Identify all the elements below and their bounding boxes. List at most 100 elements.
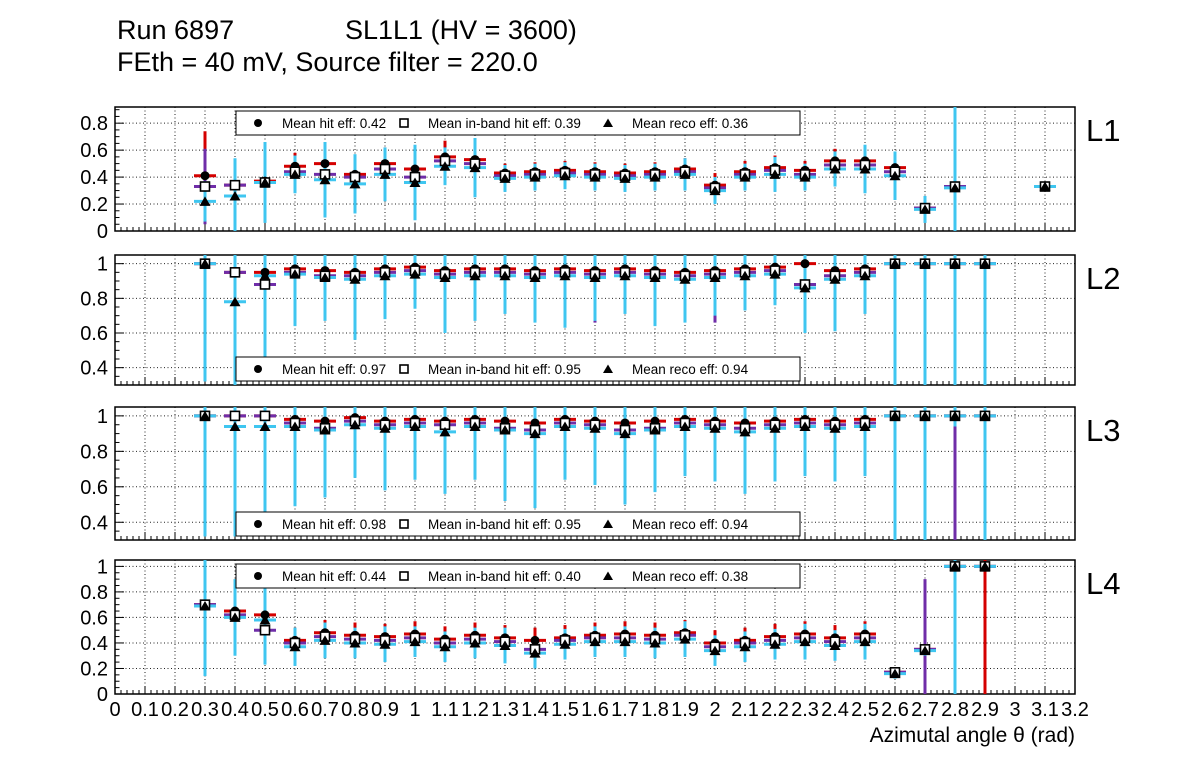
triangle-marker-icon <box>619 428 631 439</box>
triangle-marker-icon <box>829 164 841 174</box>
triangle-marker-icon <box>859 421 871 432</box>
y-tick-label: 0.4 <box>80 512 108 534</box>
plot-subtitle: FEth = 40 mV, Source filter = 220.0 <box>117 47 538 77</box>
triangle-marker-icon <box>709 645 721 656</box>
triangle-marker-icon <box>949 258 961 269</box>
legend-entry-label: Mean hit eff: 0.97 <box>282 362 386 377</box>
triangle-marker-icon <box>469 270 481 281</box>
triangle-marker-icon <box>499 173 511 183</box>
y-tick-label: 0.4 <box>80 358 108 380</box>
triangle-marker-icon <box>199 196 211 206</box>
y-tick-label: 0.8 <box>80 441 108 463</box>
y-tick-label: 0.8 <box>80 288 108 310</box>
x-tick-label: 0 <box>109 699 120 721</box>
legend-entry-label: Mean in-band hit eff: 0.40 <box>428 569 581 584</box>
triangle-marker-icon <box>919 410 931 421</box>
triangle-marker-icon <box>589 636 601 647</box>
circle-marker-icon <box>254 572 262 580</box>
triangle-marker-icon <box>439 161 451 171</box>
triangle-marker-icon <box>829 640 841 651</box>
legend-entry-label: Mean in-band hit eff: 0.95 <box>428 517 581 532</box>
triangle-marker-icon <box>259 421 271 432</box>
triangle-marker-icon <box>769 269 781 279</box>
triangle-marker-icon <box>889 170 901 181</box>
x-tick-label: 3.1 <box>1031 699 1059 721</box>
x-tick-label: 2.6 <box>881 699 909 721</box>
triangle-marker-icon <box>739 641 751 652</box>
legend-entry-label: Mean reco eff: 0.94 <box>632 362 749 377</box>
triangle-marker-icon <box>603 364 613 373</box>
legend-L1: Mean hit eff: 0.42 Mean in-band hit eff: … <box>235 110 801 136</box>
triangle-marker-icon <box>319 425 331 435</box>
legend-box <box>235 110 801 136</box>
triangle-marker-icon <box>799 172 811 182</box>
triangle-marker-icon <box>409 421 421 432</box>
triangle-marker-icon <box>259 270 271 281</box>
y-tick-label: 1 <box>97 556 108 578</box>
x-tick-label: 2.8 <box>941 699 969 721</box>
triangle-marker-icon <box>619 636 631 647</box>
triangle-marker-icon <box>589 272 601 283</box>
legend-entry-label: Mean reco eff: 0.36 <box>632 116 748 131</box>
triangle-marker-icon <box>349 637 361 648</box>
x-tick-label: 2.9 <box>971 699 999 721</box>
triangle-marker-icon <box>529 428 541 439</box>
chamber-title: SL1L1 (HV = 3600) <box>345 15 577 45</box>
triangle-marker-icon <box>799 421 811 432</box>
triangle-marker-icon <box>529 172 541 182</box>
triangle-marker-icon <box>379 270 391 281</box>
y-tick-label: 0.8 <box>80 113 108 135</box>
y-tick-label: 1 <box>97 254 108 276</box>
triangle-marker-icon <box>709 272 721 283</box>
x-tick-label: 1.7 <box>611 699 639 721</box>
triangle-marker-icon <box>739 172 751 182</box>
circle-marker-icon <box>410 164 420 174</box>
triangle-marker-icon <box>679 634 691 644</box>
x-tick-label: 0.7 <box>311 699 339 721</box>
panel-label-L3: L3 <box>1086 413 1120 448</box>
legend-box <box>235 563 801 589</box>
y-tick-label: 0.4 <box>80 633 108 655</box>
x-tick-label: 2.7 <box>911 699 939 721</box>
triangle-marker-icon <box>229 612 241 622</box>
x-tick-label: 1.1 <box>431 699 459 721</box>
legend-entry-label: Mean in-band hit eff: 0.39 <box>428 116 581 131</box>
triangle-marker-icon <box>769 639 781 649</box>
triangle-marker-icon <box>379 639 391 649</box>
legend-L3: Mean hit eff: 0.98 Mean in-band hit eff: … <box>235 511 801 537</box>
legend-L2: Mean hit eff: 0.97 Mean in-band hit eff: … <box>235 356 801 382</box>
x-tick-label: 3.2 <box>1061 699 1089 721</box>
panel-label-L1: L1 <box>1086 113 1120 148</box>
triangle-marker-icon <box>739 426 751 437</box>
circle-marker-icon <box>200 171 210 181</box>
triangle-marker-icon <box>289 641 301 652</box>
triangle-marker-icon <box>319 272 331 283</box>
triangle-marker-icon <box>603 118 613 127</box>
x-tick-label: 1.6 <box>581 699 609 721</box>
legend-entry-label: Mean hit eff: 0.42 <box>282 116 386 131</box>
panel-L4: 00.20.40.60.81 Mean hit eff: 0.44 Mean in-… <box>80 556 1120 747</box>
triangle-marker-icon <box>919 645 931 656</box>
triangle-marker-icon <box>319 174 331 185</box>
triangle-marker-icon <box>409 269 421 279</box>
triangle-marker-icon <box>619 173 631 183</box>
triangle-marker-icon <box>349 178 361 189</box>
y-tick-label: 0.6 <box>80 140 108 162</box>
x-tick-label: 2.4 <box>821 699 849 721</box>
x-tick-label: 0.9 <box>371 699 399 721</box>
triangle-marker-icon <box>799 282 811 293</box>
triangle-marker-icon <box>259 614 271 625</box>
triangle-marker-icon <box>229 421 241 432</box>
square-marker-icon <box>259 279 271 290</box>
legend-entry-label: Mean in-band hit eff: 0.95 <box>428 362 581 377</box>
triangle-marker-icon <box>679 274 691 284</box>
y-tick-label: 0 <box>97 684 108 706</box>
y-tick-label: 0.6 <box>80 607 108 629</box>
triangle-marker-icon <box>589 172 601 182</box>
triangle-marker-icon <box>769 423 781 433</box>
x-tick-label: 0.3 <box>191 699 219 721</box>
square-marker-icon <box>399 364 409 374</box>
triangle-marker-icon <box>649 425 661 435</box>
square-marker-icon <box>229 410 241 422</box>
triangle-marker-icon <box>559 170 571 181</box>
